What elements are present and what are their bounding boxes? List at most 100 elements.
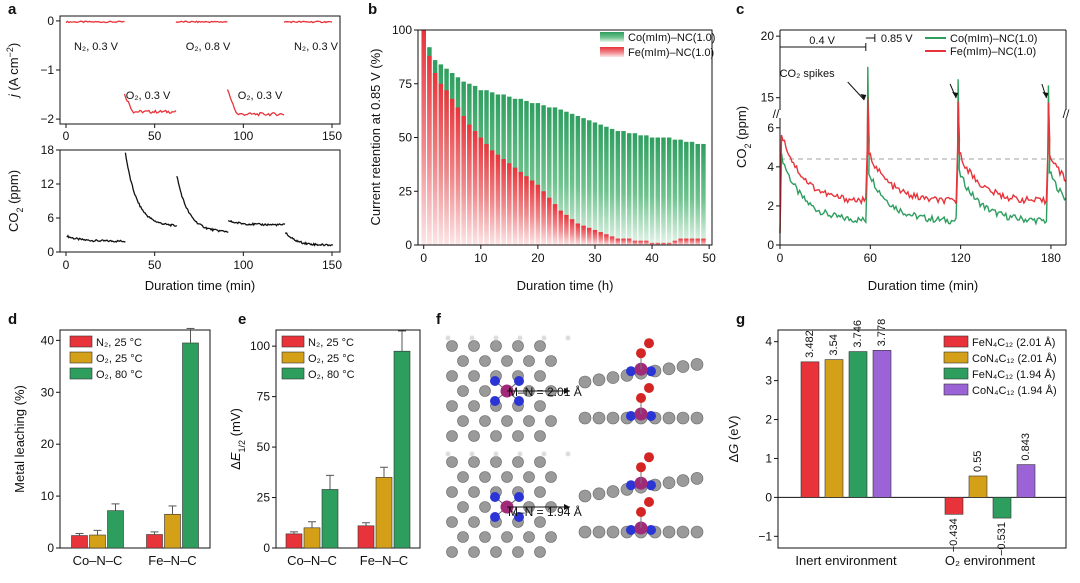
panel-b-bar-co xyxy=(564,111,569,245)
panel-g-bar xyxy=(944,497,964,515)
panel-f-carbon-atom xyxy=(578,375,592,389)
panel-g-bar xyxy=(872,350,892,498)
panel-b-bar-co xyxy=(655,137,660,245)
panel-f-oxygen-atom xyxy=(636,507,646,517)
panel-b-x-tick-label: 40 xyxy=(645,251,659,265)
panel-a-top-x-tick-label: 50 xyxy=(148,129,162,143)
panel-g-y-tick-label: 3 xyxy=(765,374,772,388)
panel-g-value-label: −0.434 xyxy=(948,518,960,552)
panel-d-y-tick-label: 40 xyxy=(41,333,55,347)
panel-f-carbon-atom xyxy=(468,340,480,352)
panel-f-carbon-atom xyxy=(446,516,458,528)
panel-f-carbon-atom xyxy=(606,525,620,539)
panel-f-carbon-atom xyxy=(468,546,480,558)
panel-f-carbon-atom xyxy=(479,355,491,367)
panel-g-bar xyxy=(848,351,868,498)
panel-f-carbon-atom xyxy=(457,531,469,543)
panel-a-bottom-y-tick-label: 6 xyxy=(47,211,54,225)
panel-f-carbon-atom xyxy=(512,546,524,558)
panel-f-carbon-atom xyxy=(534,370,546,382)
panel-c-x-tick-label: 60 xyxy=(864,251,878,265)
panel-f-nitrogen-atom xyxy=(626,480,636,491)
panel-g-value-label: 0.843 xyxy=(1020,433,1032,461)
panel-letter-b: b xyxy=(368,1,377,18)
panel-f-nitrogen-atom xyxy=(514,396,524,406)
panel-c-x-tick-label: 180 xyxy=(1041,251,1061,265)
panel-b-y-tick-label: 50 xyxy=(399,131,413,145)
panel-g-ylabel: ΔG (eV) xyxy=(726,416,741,463)
panel-b-bar-co xyxy=(632,133,638,245)
panel-f-hydrogen-atom xyxy=(445,335,451,341)
panel-b-bar-fe xyxy=(626,238,632,245)
panel-f-nitrogen-atom xyxy=(490,376,500,386)
panel-a-co2-segment xyxy=(227,219,286,227)
panel-g: −1 0 1 2 3 4 3.482 3.54 3.746 3.778 Inert environm… xyxy=(726,319,1067,568)
panel-f-carbon-atom xyxy=(690,525,704,539)
panel-a-bottom-x-tick-label: 50 xyxy=(148,258,162,272)
panel-g-legend-swatch xyxy=(943,367,969,380)
panel-c-legend-label: Co(mIm)–NC(1.0) xyxy=(950,33,1037,45)
panel-f-carbon-atom xyxy=(501,415,513,427)
panel-d-bar xyxy=(182,342,199,549)
panel-b-x-tick-label: 0 xyxy=(420,251,427,265)
panel-e: 0 25 50 75 100 Co–N–C Fe–N–C N₂, 25 °C O₂, 25 °C… xyxy=(228,329,421,568)
panel-f-carbon-atom xyxy=(468,456,480,468)
panel-d-legend-swatch xyxy=(69,367,93,380)
panel-b-bar-co xyxy=(592,122,598,245)
panel-e-category-label: Fe–N–C xyxy=(360,553,408,568)
panel-letter-c: c xyxy=(736,1,744,18)
panel-d-ylabel: Metal leaching (%) xyxy=(12,385,27,493)
panel-f-hydrogen-atom xyxy=(493,335,499,341)
panel-d-bar xyxy=(71,535,88,549)
panel-b-ylabel: Current retention at 0.85 V (%) xyxy=(368,48,383,225)
panel-f-carbon-atom xyxy=(479,531,491,543)
panel-f-carbon-atom xyxy=(457,471,469,483)
panel-f-carbon-atom xyxy=(490,546,502,558)
panel-e-bar xyxy=(375,477,393,549)
panel-g-bar xyxy=(1016,464,1036,498)
panel-letter-f: f xyxy=(436,311,442,328)
panel-g-legend-swatch xyxy=(943,351,969,364)
panel-c-annotation-04v: 0.4 V xyxy=(809,35,835,47)
panel-f-carbon-atom xyxy=(490,456,502,468)
panel-f-carbon-atom xyxy=(606,411,620,425)
panel-b-x-tick-label: 20 xyxy=(531,251,545,265)
panel-d-bar xyxy=(164,513,181,549)
panel-f-carbon-atom xyxy=(534,400,546,412)
panel-b-bar-co xyxy=(535,103,541,245)
panel-b-bar-fe xyxy=(472,131,478,245)
panel-f-carbon-atom xyxy=(512,430,524,442)
panel-d-legend-label: O₂, 80 °C xyxy=(96,369,143,381)
panel-b-y-tick-label: 25 xyxy=(399,184,413,198)
panel-d-y-tick-label: 10 xyxy=(41,489,55,503)
panel-f-hydrogen-atom xyxy=(565,451,571,457)
panel-b-bar-fe xyxy=(661,242,666,245)
panel-b-bar-fe xyxy=(455,107,461,246)
panel-b-bar-co xyxy=(621,131,626,245)
panel-f-carbon-atom xyxy=(523,471,535,483)
panel-f-bond-label-1: M–N = 2.01 Å xyxy=(508,384,582,399)
panel-a-current-segment xyxy=(175,20,228,24)
panel-a-top-x-tick-label: 150 xyxy=(322,129,342,143)
panel-e-legend-label: O₂, 80 °C xyxy=(308,369,355,381)
panel-f-carbon-atom xyxy=(446,456,458,468)
panel-c-y-lower-tick-label: 6 xyxy=(767,121,774,135)
panel-d-legend-swatch xyxy=(69,335,93,348)
panel-b-bar-fe xyxy=(621,238,626,245)
panel-f-carbon-atom xyxy=(690,358,704,371)
panel-b-bar-fe xyxy=(638,240,643,245)
panel-g-category-label: O₂ environment xyxy=(945,553,1036,568)
panel-b-bar-fe xyxy=(547,197,552,245)
panel-g-value-label: 3.54 xyxy=(828,334,840,355)
panel-f-carbon-atom xyxy=(592,411,606,425)
panel-e-legend-label: O₂, 25 °C xyxy=(308,353,355,365)
panel-g-legend-label: CoN₄C₁₂ (2.01 Å) xyxy=(972,352,1057,365)
panel-b-legend-swatch xyxy=(600,47,624,57)
panel-d-legend-swatch xyxy=(69,351,93,364)
panel-f-carbon-atom xyxy=(578,489,592,503)
panel-f-nitrogen-atom xyxy=(626,366,636,377)
panel-d-bar xyxy=(146,534,163,549)
panel-a-bottom-y-tick-label: 0 xyxy=(47,245,54,259)
panel-f-carbon-atom xyxy=(606,485,620,498)
panel-a-bottom-y-tick-label: 18 xyxy=(41,143,55,157)
